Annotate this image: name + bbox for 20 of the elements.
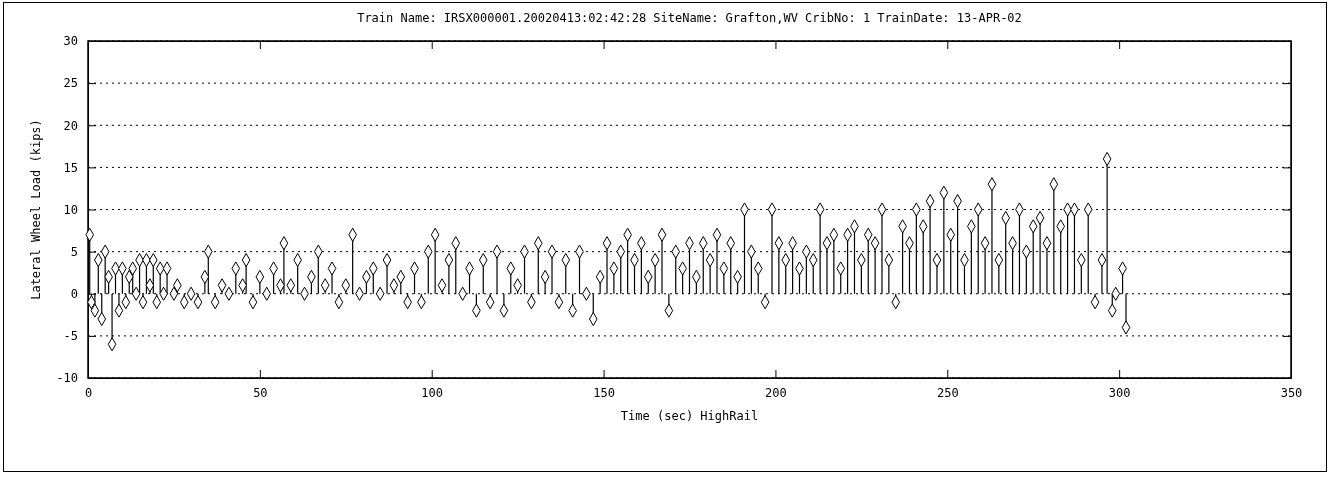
chart-title: Train Name: IRSX000001.20020413:02:42:28 SiteName: Grafton,WV CribNo: 1 TrainDate: 13-APR-02 — [357, 11, 1022, 25]
x-tick-label: 100 — [421, 385, 444, 400]
y-tick-label: 0 — [70, 287, 78, 302]
y-tick-label: 20 — [63, 118, 78, 133]
x-tick-label: 50 — [253, 385, 268, 400]
y-axis-title: Lateral Wheel Load (kips) — [29, 119, 43, 300]
x-tick-label: 350 — [1280, 385, 1303, 400]
x-tick-label: 250 — [936, 385, 959, 400]
y-tick-label: 10 — [63, 202, 78, 217]
y-tick-label: 5 — [70, 244, 78, 259]
x-tick-label: 300 — [1108, 385, 1131, 400]
y-tick-label: -10 — [56, 371, 78, 386]
y-tick-label: 15 — [63, 160, 78, 175]
x-axis-title: Time (sec) HighRail — [620, 409, 759, 423]
y-tick-label: 30 — [63, 34, 78, 49]
y-tick-label: -5 — [63, 329, 78, 344]
y-tick-label: 25 — [63, 76, 78, 91]
x-tick-label: 0 — [84, 385, 93, 400]
x-tick-label: 200 — [765, 385, 787, 400]
x-tick-label: 150 — [593, 385, 615, 400]
